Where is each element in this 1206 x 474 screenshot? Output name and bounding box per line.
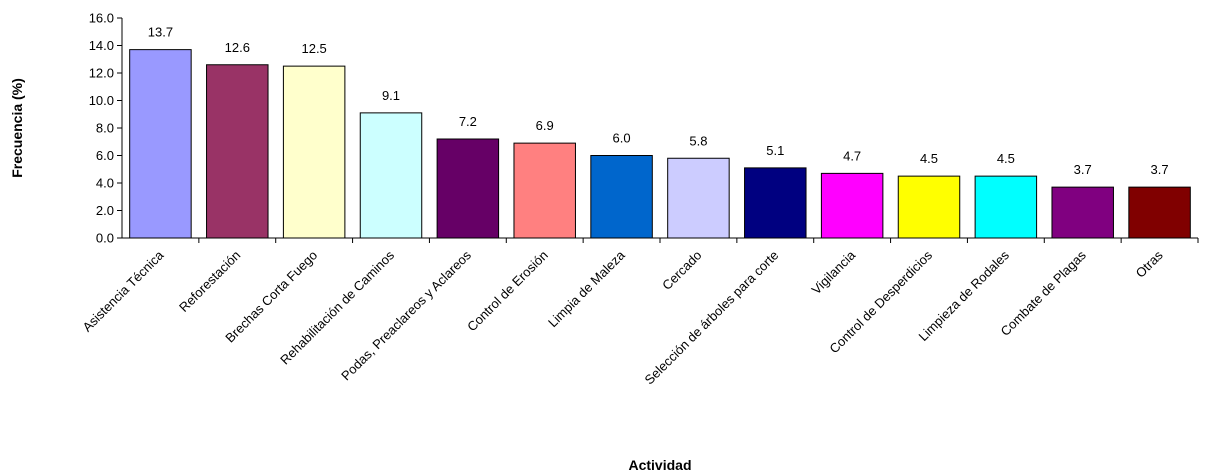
x-category-label: Otras	[1133, 247, 1166, 280]
y-tick-label: 4.0	[96, 176, 114, 191]
y-axis-ticks: 0.0 2.0 4.0 6.0 8.0 10.0 12.0 14.0 16.0	[89, 11, 122, 246]
bar	[820, 172, 884, 239]
y-tick-label: 0.0	[96, 231, 114, 246]
bar-value-label: 6.9	[536, 118, 554, 133]
bar	[974, 175, 1038, 239]
y-axis-title: Frecuencia (%)	[9, 78, 25, 178]
bar	[744, 167, 807, 239]
bar-value-label: 6.0	[613, 131, 631, 146]
y-tick-label: 16.0	[89, 11, 114, 26]
bar-value-label: 3.7	[1074, 162, 1092, 177]
bar-value-label: 4.5	[920, 151, 938, 166]
x-category-label: Selección de árboles para corte	[642, 248, 782, 388]
y-tick-label: 8.0	[96, 121, 114, 136]
x-category-label: Limpia de Maleza	[545, 247, 628, 330]
bar-value-label: 4.7	[843, 148, 861, 163]
bar	[129, 49, 192, 239]
data-labels: 13.7 12.6 12.5 9.1 7.2 6.9 6.0 5.8 5.1 4.7 4.5 4.5 3…	[148, 25, 1169, 178]
bar-value-label: 5.1	[766, 143, 784, 158]
bar	[436, 138, 500, 239]
bar	[1051, 186, 1114, 239]
x-category-label: Podas, Preaclareos y Aclareos	[338, 247, 474, 383]
bar-value-label: 13.7	[148, 25, 173, 40]
y-tick-label: 2.0	[96, 203, 114, 218]
bar	[1128, 186, 1191, 239]
x-category-label: Cercado	[659, 248, 704, 293]
x-axis-title: Actividad	[628, 457, 691, 473]
bar	[897, 175, 961, 239]
x-category-label: Vigilancia	[808, 247, 858, 297]
bar-value-label: 9.1	[382, 88, 400, 103]
bar	[513, 142, 576, 239]
bar-value-label: 7.2	[459, 114, 477, 129]
bars	[129, 49, 1191, 239]
bar-value-label: 12.5	[301, 41, 326, 56]
bar	[206, 64, 269, 239]
x-category-label: Control de Erosión	[464, 248, 551, 335]
x-category-label: Combate de Plagas	[997, 247, 1089, 339]
bar	[359, 112, 423, 239]
x-category-label: Reforestación	[176, 248, 243, 315]
bar-value-label: 3.7	[1151, 162, 1169, 177]
bar-value-label: 5.8	[689, 133, 707, 148]
bar-value-label: 4.5	[997, 151, 1015, 166]
x-category-label: Asistencia Técnica	[79, 247, 167, 335]
bar	[667, 157, 730, 239]
y-tick-label: 14.0	[89, 38, 114, 53]
bar	[282, 65, 346, 239]
bar-value-label: 12.6	[225, 40, 250, 55]
y-tick-label: 10.0	[89, 93, 114, 108]
y-tick-label: 6.0	[96, 148, 114, 163]
y-tick-label: 12.0	[89, 66, 114, 81]
bar	[590, 155, 653, 239]
